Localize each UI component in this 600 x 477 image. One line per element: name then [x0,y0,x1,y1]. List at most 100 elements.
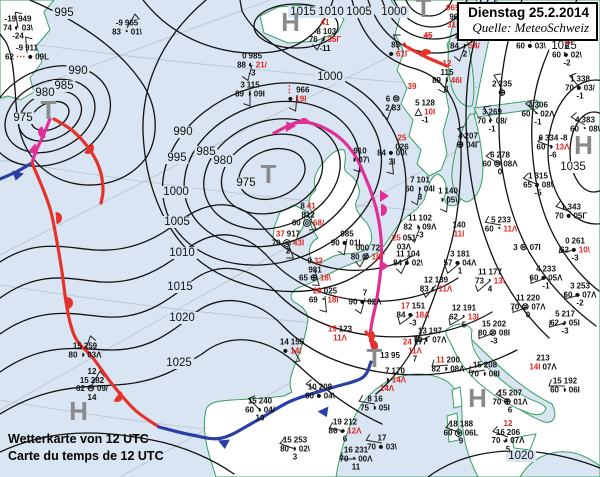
station-value: 2 [492,79,497,89]
wind-barb [440,195,449,213]
wind-barb [568,72,581,89]
pressure-center-low: T [415,0,432,23]
station-value: 11 [396,249,405,259]
station-value: 965 [446,3,460,13]
station-value: 60 [516,41,526,50]
wind-barb [247,395,261,411]
station-value: -2 [576,298,584,308]
station-value: 02Λ [540,108,555,118]
station-value: 155 [290,337,305,347]
station-symbol: ⊜ [519,241,528,253]
station-value: -3 [490,336,498,346]
wind-barb [279,437,296,450]
isobar-label: 975 [234,177,258,189]
wind-barb [305,379,321,393]
station-value: 07\ [358,155,370,164]
station-value: 04\ [323,391,335,400]
isobar-label: 1010 [167,247,197,259]
wind-barb [495,389,511,403]
station-plot: 985 90 ● 01L [331,230,364,248]
station-value: 025 [323,286,338,296]
station-value: 14Ι [529,362,541,371]
wind-barb [563,292,581,300]
station-value: 7 [362,288,368,298]
station-value: 07Λ [510,436,525,445]
station-value: 65 [299,273,308,283]
station-symbol: ◔ [460,310,466,322]
isobar-label: 990 [171,126,195,138]
station-value: 60 [529,272,539,282]
station-value: -8 [560,133,568,143]
station-value: 08\ [541,179,553,189]
station-value: 84 [450,40,460,50]
station-symbol: ⊕ [456,139,465,150]
station-plot: 1 140 ◑ 05\ [438,187,458,205]
station-value: 84 [396,309,406,319]
station-value: 82 [431,364,441,373]
station-symbol: ◐ [488,114,494,126]
station-plot: 4 383 60 ◔ 08\ [570,116,600,134]
wind-barb [243,90,251,107]
station-plot: 29 025 69 ◔ 18Γ [309,286,342,305]
station-value: 103 [322,26,337,36]
station-value: 11 [408,213,417,223]
station-value: 09Ι [253,89,265,98]
wind-barb [126,13,140,29]
station-symbol: ● [407,308,414,320]
station-value: 15 [481,319,491,329]
station-value: 09L [35,52,49,61]
sardinia-land [446,412,460,443]
station-value: 19Ι [295,94,307,103]
station-value: 985 [248,51,262,61]
station-value: 25 [391,233,401,243]
station-value: 60 [570,124,580,133]
station-value: 13Λ [555,141,570,151]
station-value: 12 [442,59,452,68]
station-value: 76 [308,35,318,44]
station-value: 18 [448,419,458,429]
station-plot: ⋮ 966 ● 19Ι [285,86,310,104]
station-value: 3 [292,452,298,462]
wind-barb [468,365,486,374]
station-symbol: ◔ [319,294,326,305]
station-value: 104 [406,249,420,259]
station-symbol: ◕ [502,435,509,446]
wind-barb [381,103,394,120]
station-value: 18Λ [415,309,430,319]
station-value: 04Λ [462,257,477,267]
station-value: 70 [339,453,349,463]
station-value: 07Λ [542,362,557,371]
station-value: -9 [15,43,24,53]
station-value: 12 [423,275,433,285]
station-symbol: ◔ [486,274,492,286]
station-value: 89 [235,89,245,98]
station-symbol: ● [527,40,533,51]
wind-barb [355,252,369,268]
station-value: 253 [576,281,590,291]
station-symbol: ◑ [442,363,449,374]
station-value: 00Λ [358,453,373,463]
station-plot: 6 60 ● 02\ -2 [552,42,582,68]
station-value: 21/ [255,59,267,69]
station-value: 177 [488,267,502,277]
station-value: 18Γ [327,295,342,304]
station-value: 75 [360,403,370,412]
station-value: 7 [410,175,415,185]
station-value: 01L [349,238,364,247]
station-symbol: ⋯ [15,51,26,62]
station-value: 39 [407,81,417,91]
station-value: 03Λ [396,242,412,251]
station-plot: -9 911 62 ⋯ ● 09L [5,43,49,62]
station-value: 197 [428,326,443,336]
station-value: 233 [497,215,511,225]
station-value: 17 [377,433,387,443]
station-value: 03\ [385,442,397,451]
station-plot: 19 212 86 ◕ 12Λ 6 [329,418,362,444]
station-value: 13Ι [467,311,479,321]
station-symbol: ● [404,257,410,268]
station-value: 24 [402,337,412,347]
station-symbol: ◔ [532,107,539,119]
isobar-label: 1000 [315,71,345,83]
station-symbol: ◐ [248,58,254,70]
station-value: 123 [338,324,353,334]
